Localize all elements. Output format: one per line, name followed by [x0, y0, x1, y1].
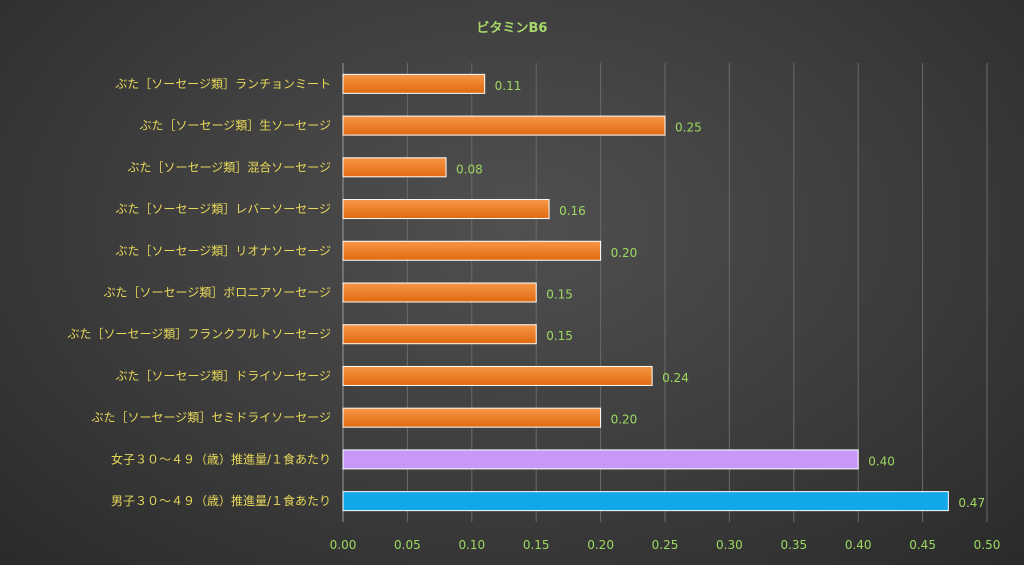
x-tick-label: 0.50	[974, 538, 1001, 552]
x-tick-label: 0.20	[587, 538, 614, 552]
category-label: ぶた［ソーセージ類］混合ソーセージ	[127, 159, 331, 174]
x-tick-label: 0.30	[716, 538, 743, 552]
data-label: 0.11	[495, 79, 522, 93]
chart-title: ビタミンB6	[477, 20, 548, 36]
category-label: ぶた［ソーセージ類］ドライソーセージ	[115, 369, 331, 383]
bar	[342, 324, 537, 345]
x-tick-label: 0.35	[780, 538, 807, 552]
data-label: 0.15	[546, 288, 573, 302]
bar	[342, 73, 486, 94]
category-label: ぶた［ソーセージ類］生ソーセージ	[139, 119, 331, 133]
bar	[342, 407, 602, 428]
value-labels: 0.11 0.25 0.08 0.16 0.20 0.15 0.15 0.24 0.20 0.40…	[456, 79, 985, 510]
data-label: 0.47	[958, 496, 985, 510]
data-label: 0.20	[611, 413, 638, 427]
data-label: 0.16	[559, 204, 586, 218]
bar	[342, 282, 537, 303]
category-label: ぶた［ソーセージ類］フランクフルトソーセージ	[67, 327, 331, 341]
data-label: 0.20	[611, 246, 638, 260]
data-label: 0.25	[675, 121, 702, 135]
x-tick-label: 0.10	[458, 538, 485, 552]
category-label: ぶた［ソーセージ類］ボロニアソーセージ	[103, 286, 331, 300]
x-tick-label: 0.15	[523, 538, 550, 552]
bar	[342, 115, 666, 136]
bar	[342, 157, 447, 178]
data-label: 0.15	[546, 329, 573, 343]
data-label: 0.24	[662, 371, 689, 385]
x-tick-label: 0.40	[845, 538, 872, 552]
category-label: ぶた［ソーセージ類］リオナソーセージ	[115, 244, 331, 258]
bar	[342, 449, 859, 470]
data-label: 0.40	[868, 454, 895, 468]
x-tick-label: 0.45	[909, 538, 936, 552]
bar	[342, 365, 653, 386]
category-labels: ぶた［ソーセージ類］ランチョンミートぶた［ソーセージ類］生ソーセージぶた［ソーセ…	[67, 77, 331, 508]
category-label: ぶた［ソーセージ類］セミドライソーセージ	[91, 411, 331, 425]
category-label: 女子３０～４９（歳）推進量/１食あたり	[111, 451, 331, 466]
category-label: ぶた［ソーセージ類］ランチョンミート	[115, 77, 331, 91]
bar	[342, 240, 602, 261]
category-label: 男子３０～４９（歳）推進量/１食あたり	[111, 493, 331, 508]
bar	[342, 199, 550, 220]
x-tick-label: 0.05	[394, 538, 421, 552]
gridlines	[342, 63, 988, 522]
bar	[342, 491, 949, 512]
x-tick-label: 0.00	[330, 538, 357, 552]
x-axis-ticks: 0.00 0.05 0.10 0.15 0.20 0.25 0.30 0.35 0.40 0.45…	[330, 538, 1001, 552]
category-label: ぶた［ソーセージ類］レバーソーセージ	[115, 202, 331, 216]
data-label: 0.08	[456, 162, 483, 176]
x-tick-label: 0.25	[652, 538, 679, 552]
bars	[342, 73, 949, 512]
